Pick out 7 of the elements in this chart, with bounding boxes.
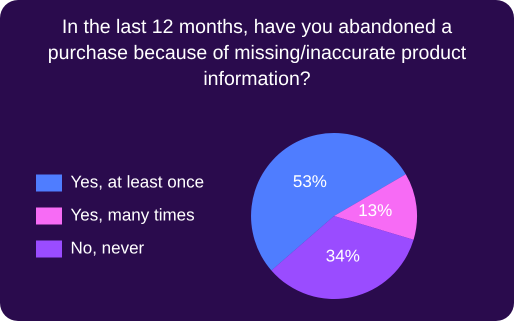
legend-label: No, never — [70, 238, 145, 258]
legend-label: Yes, at least once — [70, 172, 204, 192]
data-label: 34% — [326, 246, 360, 266]
data-label: 53% — [292, 172, 327, 191]
legend-label: Yes, many times — [70, 206, 195, 225]
chart-title: In the last 12 months, have you abandoned a purchase because of missing/inaccurate product information? — [46, 15, 468, 92]
data-label: 13% — [358, 200, 392, 220]
